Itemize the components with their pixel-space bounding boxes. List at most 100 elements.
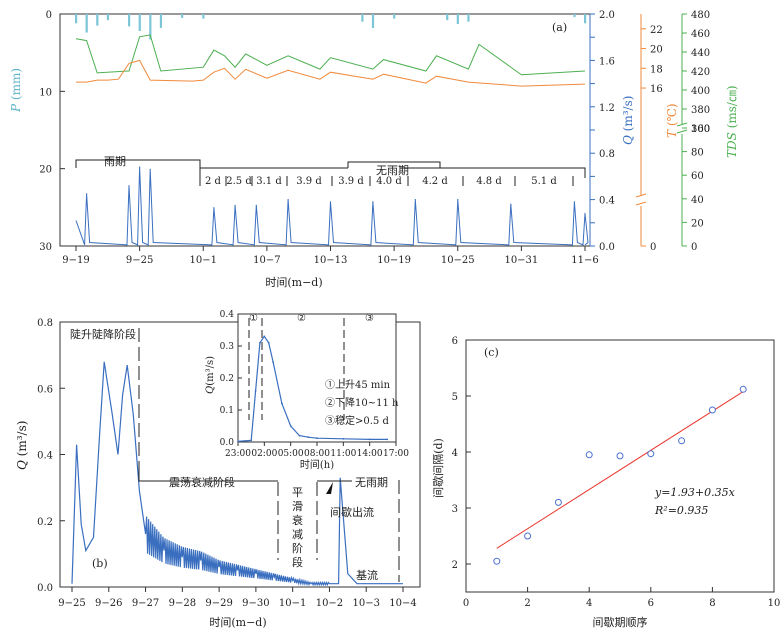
rain-bar-9 xyxy=(202,14,205,19)
inset-point-12 xyxy=(342,437,345,440)
p-axis-ticks: 0 10 20 30 xyxy=(39,10,65,253)
tds-tick-label-2: 40 xyxy=(691,195,704,206)
stage-smooth-char-4: 阶 xyxy=(292,541,303,555)
tds-tick-label-11: 460 xyxy=(691,29,710,40)
inset-phase-dividers xyxy=(248,318,345,420)
tds-tick-label-9: 420 xyxy=(691,67,710,78)
scatter-point-6 xyxy=(678,437,686,445)
inset-note-1: ①上升45 min xyxy=(325,379,391,391)
inset-x-label: 时间(h) xyxy=(300,458,334,471)
interval-labels: 2 d 2.5 d 3.1 d 3.9 d 3.9 d 4.0 d 4.2 d 4.8 d 5.… xyxy=(205,176,557,187)
c-y-tick-label-3: 5 xyxy=(452,392,458,403)
c-y-tick-label-4: 6 xyxy=(452,336,458,347)
tds-axis-break xyxy=(676,122,688,134)
c-x-tick-label-4: 8 xyxy=(709,598,715,609)
tds-tick-label-6: 360 xyxy=(691,124,710,135)
tds-series xyxy=(75,34,586,76)
scatter-point-2 xyxy=(554,498,562,506)
inset-x-ticks: 23:00 02:00 05:00 08:00 11:00 14:00 17:00 xyxy=(225,442,409,459)
panel-b-y-label: Q (m³/s) xyxy=(15,421,29,470)
b-y-tick-label-4: 0.8 xyxy=(37,318,53,329)
rainfall-bars xyxy=(75,14,587,40)
stage-intermittent: 间歇出流 xyxy=(330,505,374,519)
t-axis-label: T (℃) xyxy=(665,103,679,138)
period-brackets xyxy=(75,159,586,186)
inset-x-tick-label-2: 05:00 xyxy=(278,449,304,459)
c-x-tick-label-5: 10 xyxy=(768,598,781,609)
tds-tick-label-3: 60 xyxy=(691,171,704,182)
inset-note-2: ②下降10~11 h xyxy=(325,396,399,409)
interval-label-3: 3.9 d xyxy=(296,176,322,187)
rain-period-label: 雨期 xyxy=(104,155,126,168)
dry-period-label: 无雨期 xyxy=(376,164,409,177)
tds-tick-label-5: 100 xyxy=(691,124,710,135)
interval-label-8: 5.1 d xyxy=(531,176,557,187)
b-x-tick-label-3: 9−28 xyxy=(169,598,196,609)
q-axis-label: Q (m³/s) xyxy=(621,96,635,145)
stage-smooth-char-0: 平 xyxy=(292,486,303,499)
stage-base: 基流 xyxy=(356,568,378,582)
inset-note-3: ③稳定>0.5 d xyxy=(325,414,389,427)
inset-pointer-arrow xyxy=(326,482,333,494)
panel-c-x-ticks: 0 2 4 6 8 10 xyxy=(463,587,781,609)
t-tick-label-4: 22 xyxy=(650,25,663,36)
inset-phase-1: ① xyxy=(249,313,258,324)
inset-y-ticks: 0.0 0.1 0.2 0.3 0.4 xyxy=(220,310,242,448)
temperature-line xyxy=(76,59,586,87)
interval-label-2: 3.1 d xyxy=(256,176,282,187)
t-tick-label-3: 20 xyxy=(650,45,663,56)
t-tick-label-0: 0 xyxy=(650,242,656,253)
inset-chart: 0.0 0.1 0.2 0.3 0.4 23:00 02:00 05:00 08:00 11:0… xyxy=(205,310,409,471)
panel-b-x-ticks: 9−25 9−26 9−27 9−28 9−29 9−30 10−1 10−2 10−3 10−4 xyxy=(58,587,417,609)
inset-point-13 xyxy=(368,438,371,441)
c-x-tick-label-2: 4 xyxy=(586,598,592,609)
q-tick-label-10: 2.0 xyxy=(599,10,615,21)
scatter-point-8 xyxy=(739,385,747,393)
panel-c-x-label: 间歇期顺序 xyxy=(593,615,648,629)
t-axis-ticks: 0 16 18 20 22 xyxy=(641,25,663,253)
stage-smooth-char-1: 滑 xyxy=(292,500,303,513)
interval-label-4: 3.9 d xyxy=(338,176,364,187)
rain-bar-15 xyxy=(467,14,470,22)
q-tick-label-6: 1.2 xyxy=(599,103,615,114)
inset-phase-2: ② xyxy=(297,313,306,324)
c-y-tick-label-2: 4 xyxy=(452,448,458,459)
inset-point-1 xyxy=(250,439,253,442)
q-tick-label-2: 0.4 xyxy=(599,196,615,207)
rain-bar-11 xyxy=(371,14,375,28)
panel-b-label: (b) xyxy=(92,557,108,570)
b-y-tick-label-2: 0.4 xyxy=(37,451,53,462)
regression-equation: y=1.93+0.35x xyxy=(654,486,736,499)
scatter-point-7 xyxy=(708,406,716,414)
q-tick-label-8: 1.6 xyxy=(599,56,615,67)
oscillation-bracket xyxy=(138,470,352,482)
rain-bar-16 xyxy=(573,14,576,18)
inset-y-tick-label-3: 0.3 xyxy=(220,342,235,352)
inset-point-9 xyxy=(298,434,301,437)
inset-point-8 xyxy=(289,425,292,427)
inset-point-7 xyxy=(281,402,283,405)
panel-b: 0.0 0.2 0.4 0.6 0.8 9−25 9−26 9−27 9−28 9−29 9−30… xyxy=(15,310,421,629)
inset-y-tick-label-2: 0.2 xyxy=(220,374,234,384)
c-x-tick-label-0: 0 xyxy=(463,598,469,609)
rain-bar-7 xyxy=(159,14,163,28)
inset-y-label: Q(m³/s) xyxy=(205,356,216,394)
panel-a-x-label: 时间(m−d) xyxy=(265,276,322,289)
stage-smooth-char-5: 段 xyxy=(292,555,303,569)
p-tick-label-3: 30 xyxy=(39,242,52,253)
inset-frame xyxy=(237,313,397,443)
rain-bar-2 xyxy=(96,14,99,26)
inset-point-6 xyxy=(272,361,274,363)
scatter-points xyxy=(493,385,747,565)
tds-tick-label-1: 20 xyxy=(691,218,704,229)
inset-y-tick-label-1: 0.1 xyxy=(220,406,234,416)
p-tick-label-2: 20 xyxy=(39,165,52,176)
rain-bar-12 xyxy=(393,14,396,19)
panel-c-y-ticks: 2 3 4 5 6 xyxy=(452,336,471,571)
inset-y-tick-label-0: 0.0 xyxy=(220,438,235,448)
p-tick-label-0: 0 xyxy=(46,10,52,21)
b-x-tick-label-9: 10−4 xyxy=(389,598,416,609)
inset-point-14 xyxy=(386,438,389,441)
scatter-point-5 xyxy=(647,450,655,458)
